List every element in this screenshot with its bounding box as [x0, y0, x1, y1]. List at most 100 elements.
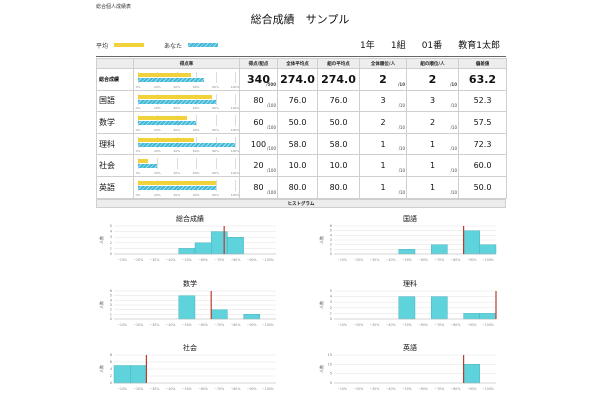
bar-tick-label: 20% [154, 127, 161, 132]
overall-average-value: 274.0 [277, 68, 318, 91]
histogram-bar [479, 313, 497, 320]
histogram-bar [227, 236, 244, 255]
x-tick-label: ~50% [182, 258, 192, 262]
bar-gridline [138, 136, 139, 148]
score-cell: 80/100 [239, 89, 278, 113]
overall-average-value: 58.0 [277, 132, 318, 156]
bar-tick-label: 0% [135, 106, 141, 111]
bar-gridline [215, 158, 217, 170]
x-tick-label: ~90% [467, 258, 477, 262]
score-max: /100 [267, 103, 276, 109]
legend-you-label: あなた [164, 42, 183, 50]
score-value: 80 [253, 182, 264, 192]
class-rank-value: 2 [429, 117, 436, 127]
class-average-value: 274.0 [317, 68, 360, 91]
score-cell: 60/100 [239, 111, 278, 134]
histogram-bar [463, 313, 481, 320]
overall-rank-of: /10 [398, 103, 405, 109]
bar-gridline [157, 179, 159, 191]
student-info: 1年 1組 01番 教育1太郎 [360, 38, 500, 51]
bar-tick-label: 80% [212, 127, 219, 132]
x-tick-label: ~50% [402, 258, 412, 262]
histogram-chart: 数学 0 1 2 3 4 5 6 人数 ~10% ~20% ~30% ~40% ~50% ~60% ~70% ~… [98, 279, 280, 333]
y-tick-label: 0 [110, 317, 112, 321]
class-rank-cell: 1/10 [406, 132, 459, 156]
bar-tick-label: 100% [230, 106, 240, 111]
overall-rank-cell: 2/10 [359, 68, 407, 91]
x-tick-label: ~90% [467, 323, 477, 327]
x-tick-label: ~70% [434, 387, 444, 391]
histogram-chart: 総合成績 0 1 2 3 4 5 人数 ~10% ~20% ~30% ~40% ~50% ~60% ~70%… [98, 214, 280, 268]
x-tick-label: ~80% [451, 258, 461, 262]
y-tick-label: 1 [110, 312, 112, 316]
bar-gridline [235, 179, 236, 191]
x-tick-label: ~100% [482, 258, 494, 262]
table-row: 数学 0% 20% 40% 60% 80% 100% 60/100 50.0 50.0 2… [96, 111, 507, 134]
you-bar [138, 185, 216, 190]
you-bar [138, 121, 197, 126]
x-tick-label: ~60% [418, 387, 428, 391]
overall-rank-value: 1 [380, 139, 386, 149]
x-tick-label: ~80% [451, 323, 461, 327]
bar-tick-label: 20% [154, 149, 161, 154]
score-rate-bars: 0% 20% 40% 60% 80% 100% [133, 132, 240, 156]
bar-gridline [235, 115, 236, 127]
x-tick-label: ~30% [370, 387, 380, 391]
y-tick-label: 0 [110, 252, 112, 256]
bar-gridline [176, 93, 178, 105]
y-tick-label: 2 [110, 241, 112, 245]
bar-tick-label: 20% [154, 192, 161, 197]
histogram-chart: 理科 0 1 2 3 4 5 人数 ~10% ~20% ~30% ~40% ~50% ~60% ~70% ~8… [318, 279, 500, 333]
y-tick-label: 5 [330, 229, 332, 233]
class-rank-of: /10 [450, 146, 457, 152]
overall-rank-cell: 3/10 [359, 89, 407, 113]
overall-rank-of: /10 [398, 124, 405, 130]
score-value: 340 [247, 72, 270, 86]
chart-title: 英語 [403, 344, 417, 352]
x-tick-label: ~100% [262, 387, 274, 391]
student-class: 1組 [390, 41, 406, 51]
bar-gridline [176, 115, 178, 127]
histogram-bar [430, 296, 448, 320]
y-tick-label: 4 [110, 298, 113, 302]
y-tick-label: 6 [110, 289, 112, 293]
x-tick-label: ~100% [482, 387, 494, 391]
legend-average-label: 平均 [96, 42, 109, 50]
histogram-plot: 0 12 34 5 人数 ~10% ~20% ~30% ~40% ~50% ~60% ~70% ~80%… [318, 289, 497, 327]
table-row: 国語 0% 20% 40% 60% 80% 100% 80/100 76.0 76.0 3… [96, 89, 507, 113]
score-cell: 340/500 [239, 68, 278, 91]
x-tick-label: ~10% [117, 323, 127, 327]
you-bar [138, 142, 235, 147]
score-value: 100 [250, 139, 267, 149]
bar-gridline [176, 158, 178, 170]
class-rank-cell: 2/10 [406, 111, 459, 134]
bar-gridline [138, 72, 139, 83]
subject-name: 数学 [96, 111, 134, 134]
x-tick-label: ~40% [386, 387, 396, 391]
overall-rank-value: 3 [380, 96, 386, 106]
x-tick-label: ~80% [231, 258, 241, 262]
bar-gridline [138, 115, 139, 127]
score-rate-bars: 0% 20% 40% 60% 80% 100% [133, 175, 240, 199]
histogram-bar [463, 364, 481, 384]
x-tick-label: ~100% [482, 323, 494, 327]
bar-gridline [196, 179, 198, 191]
bar-gridline [138, 93, 139, 105]
class-average-value: 50.0 [317, 111, 360, 134]
bar-gridline [138, 179, 139, 191]
bar-gridline [176, 136, 178, 148]
bar-gridline [215, 115, 217, 127]
score-cell: 100/100 [239, 132, 278, 156]
histogram-bar [210, 309, 228, 320]
histogram-bar [210, 231, 228, 255]
y-tick-label: 8 [110, 353, 112, 357]
x-tick-label: ~90% [247, 258, 257, 262]
average-bar [138, 137, 195, 142]
class-rank-of: /10 [449, 81, 457, 87]
class-rank-of: /10 [450, 103, 457, 109]
overall-rank-cell: 1/10 [359, 132, 407, 156]
class-rank-cell: 1/10 [406, 175, 459, 199]
overall-average-value: 10.0 [277, 154, 318, 177]
bar-gridline [157, 115, 159, 127]
